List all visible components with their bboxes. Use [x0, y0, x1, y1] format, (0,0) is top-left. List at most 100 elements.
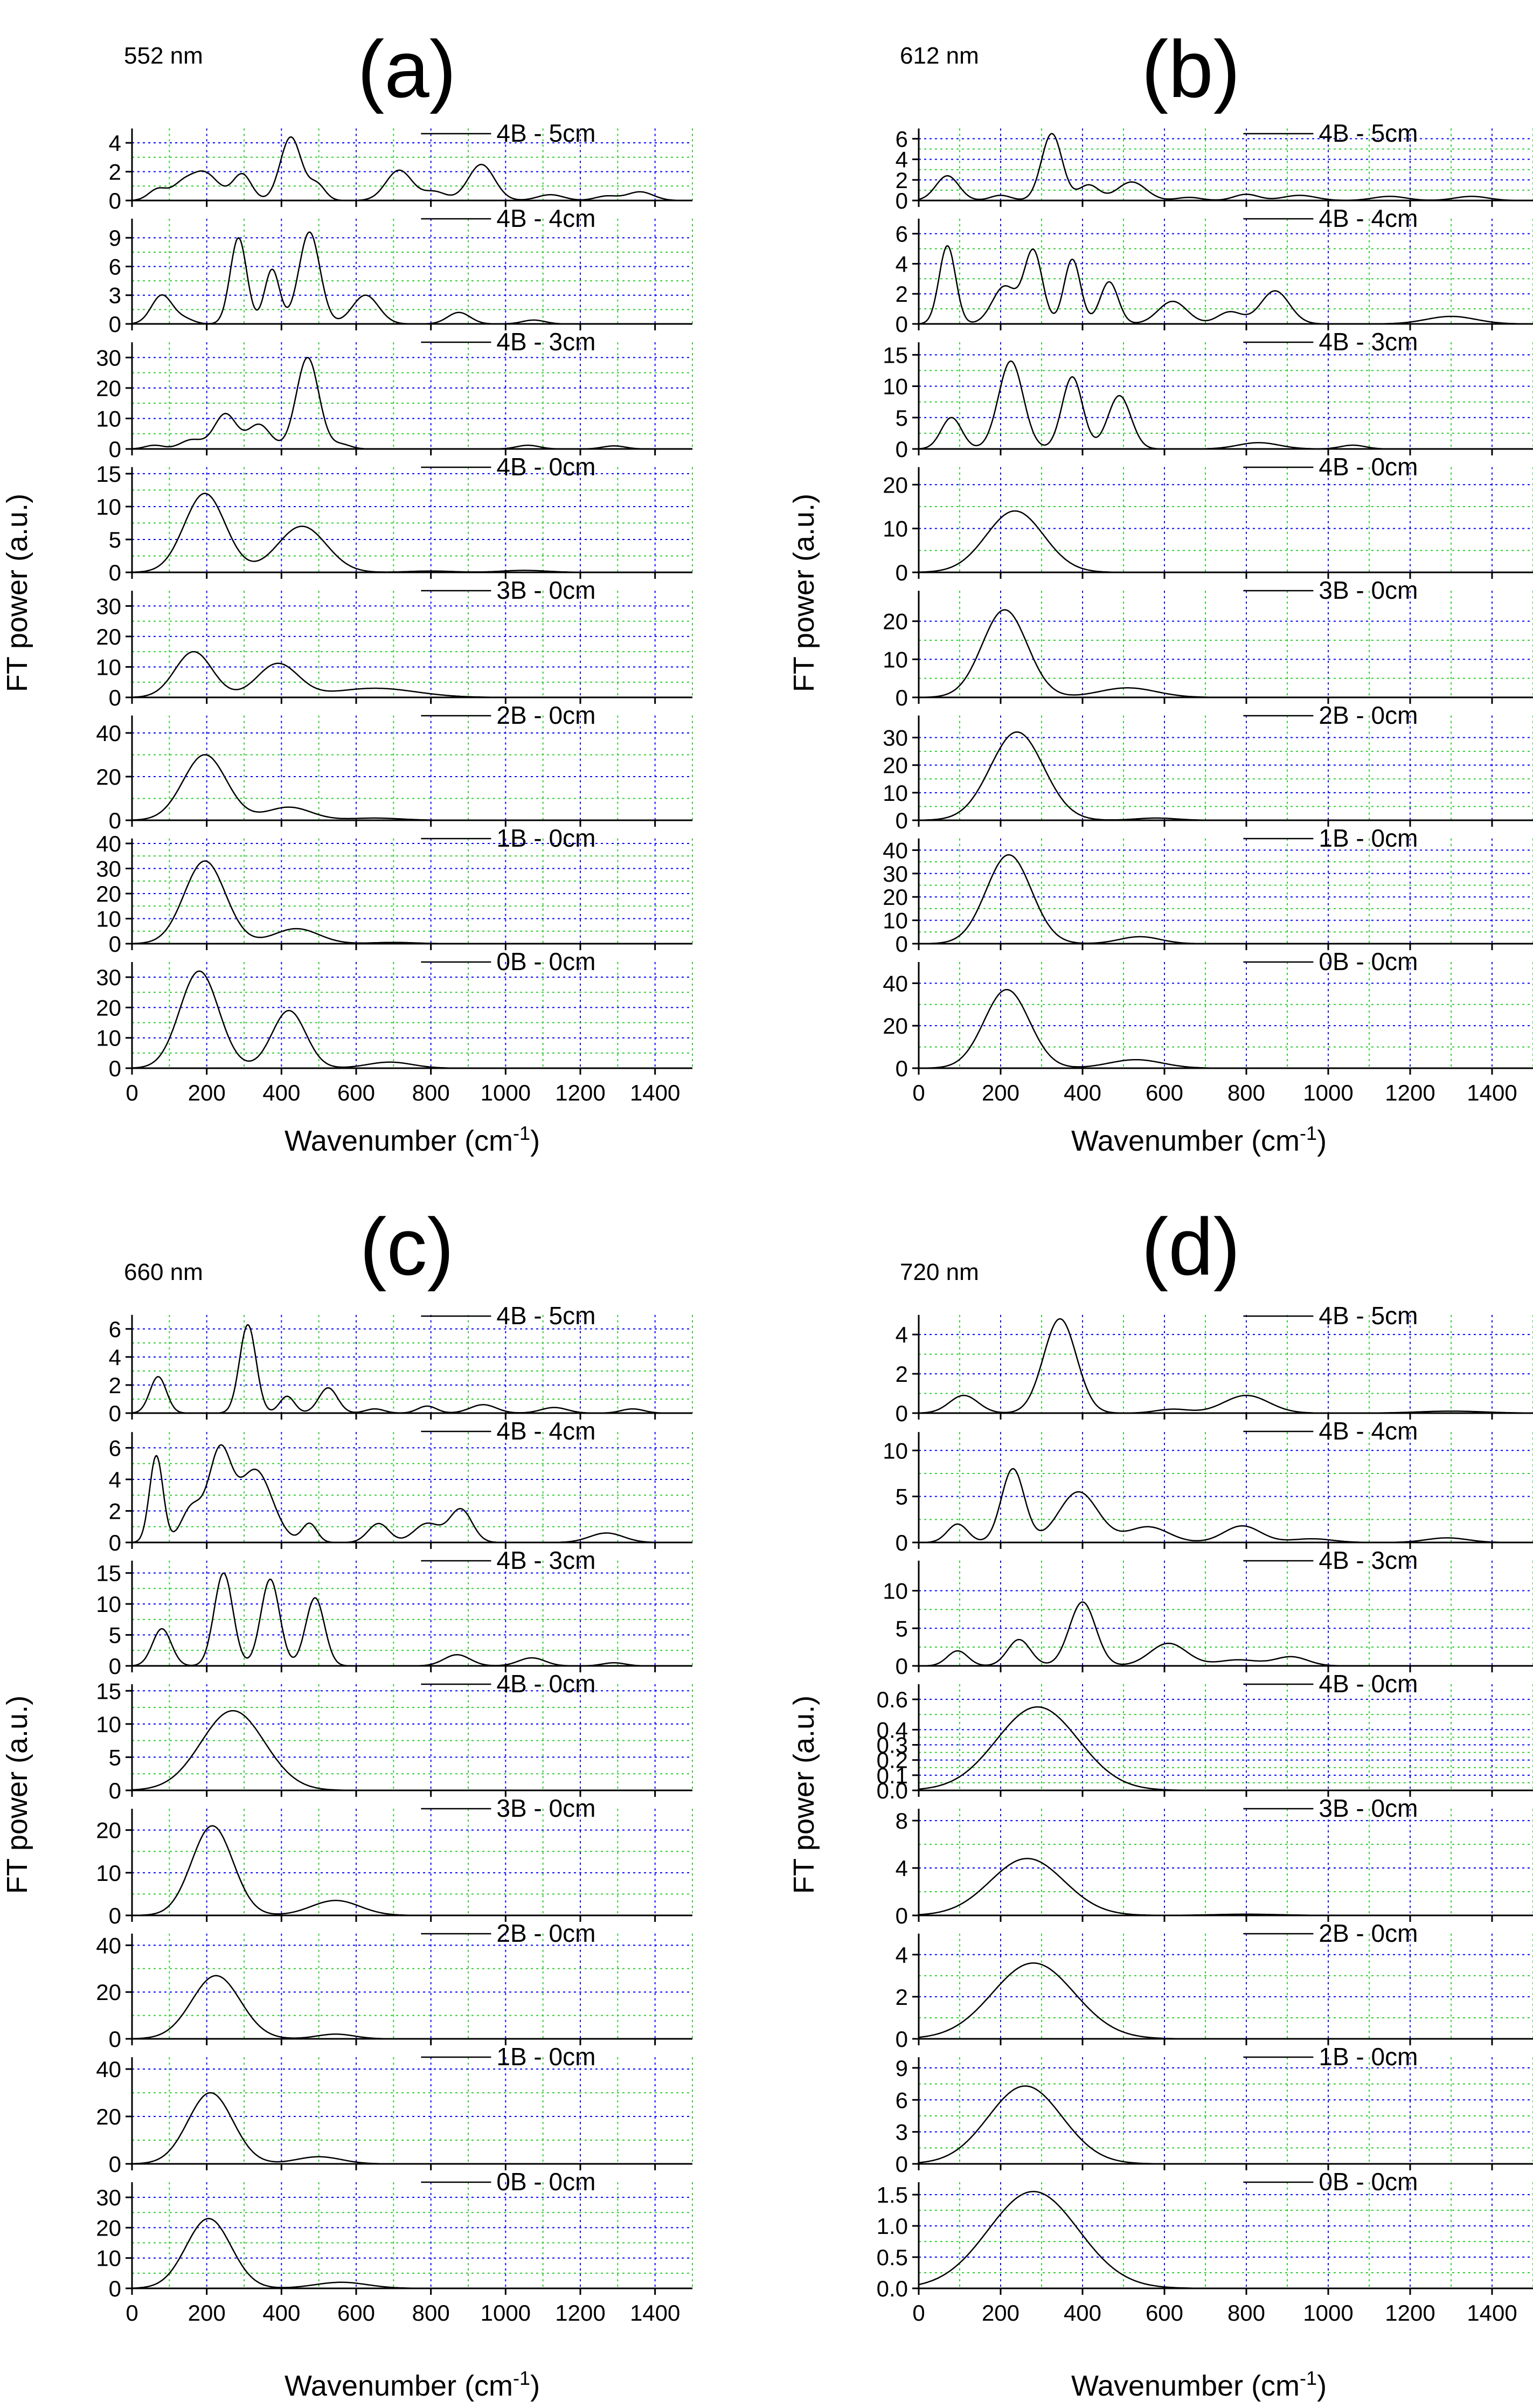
subplot: 0 2 4 6 4B - 5cm [109, 1302, 693, 1426]
legend-label: 4B - 3cm [496, 328, 595, 356]
series-line [132, 1825, 692, 1916]
x-tick-label: 1000 [481, 1080, 531, 1105]
legend-label: 4B - 5cm [496, 1302, 595, 1330]
y-tick-label: 30 [883, 861, 908, 887]
series-line [918, 360, 1533, 450]
x-tick-label: 0 [912, 1080, 925, 1105]
chart-panel: (c) 660 nm FT power (a.u.) Wavenumber (cm-1… [1, 1201, 693, 2403]
legend-label: 4B - 3cm [1319, 328, 1418, 356]
y-tick-label: 0.2 [877, 1748, 908, 1773]
y-tick-label: 20 [96, 624, 121, 649]
y-tick-label: 4 [896, 1942, 908, 1968]
y-tick-label: 10 [883, 1579, 908, 1604]
x-tick-label: 400 [1064, 2300, 1101, 2326]
panel-label: (b) [1141, 24, 1240, 114]
y-tick-label: 4 [109, 1345, 121, 1370]
y-tick-label: 0 [109, 1903, 121, 1928]
y-tick-label: 0 [896, 1530, 908, 1555]
subplot: 0 10 20 30 4B - 3cm [96, 328, 693, 462]
legend-label: 2B - 0cm [1319, 701, 1418, 729]
x-tick-label: 1200 [1385, 1080, 1435, 1105]
series-line [918, 510, 1533, 573]
x-tick-label: 1000 [481, 2300, 531, 2326]
x-tick-label: 200 [982, 2300, 1019, 2326]
y-tick-label: 40 [883, 971, 908, 996]
series-line [131, 1572, 692, 1667]
x-tick-label: 800 [412, 2300, 450, 2326]
x-tick-label: 600 [337, 1080, 375, 1105]
y-tick-label: 0 [896, 312, 908, 337]
legend-label: 1B - 0cm [496, 2043, 595, 2071]
legend-label: 0B - 0cm [1319, 2168, 1418, 2196]
x-axis-label: Wavenumber (cm-1) [285, 1122, 540, 1158]
y-tick-label: 30 [96, 965, 121, 990]
y-axis-label: FT power (a.u.) [1, 494, 33, 692]
y-tick-label: 4 [896, 1856, 908, 1881]
y-tick-label: 20 [96, 376, 121, 401]
legend-label: 2B - 0cm [1319, 1919, 1418, 1947]
y-tick-label: 20 [883, 884, 908, 910]
y-tick-label: 10 [883, 647, 908, 672]
series-line [918, 1706, 1533, 1791]
subplot: 0 5 10 4B - 3cm [883, 1546, 1533, 1679]
x-tick-label: 1200 [555, 1080, 605, 1105]
y-tick-label: 0.1 [877, 1763, 908, 1788]
chart-panel: (a) 552 nm FT power (a.u.) Wavenumber (cm-1… [1, 24, 693, 1158]
subplot: 0 10 20 3B - 0cm [883, 576, 1533, 710]
y-tick-label: 2 [896, 281, 908, 307]
subplot: 0 10 20 3B - 0cm [96, 1794, 693, 1928]
series-line [131, 1444, 692, 1544]
series-line [919, 854, 1533, 945]
subplot: 0.0 0.5 1.0 1.5 0 200 400 600 800 1000 1200 1400 0B … [877, 2168, 1533, 2326]
y-tick-label: 20 [96, 2215, 121, 2240]
x-axis-label: Wavenumber (cm-1) [285, 2367, 540, 2403]
legend-label: 3B - 0cm [1319, 1794, 1418, 1822]
x-tick-label: 200 [188, 2300, 226, 2326]
y-tick-label: 2 [109, 1373, 121, 1398]
y-tick-label: 30 [96, 2185, 121, 2210]
x-axis-label-close: ) [1317, 2370, 1327, 2402]
x-tick-label: 0 [126, 1080, 138, 1105]
y-tick-label: 0 [109, 2151, 121, 2177]
series-line [918, 1318, 1533, 1414]
y-tick-label: 4 [896, 251, 908, 276]
legend-label: 1B - 0cm [1319, 2043, 1418, 2071]
series-line [918, 1962, 1533, 2040]
chart-panel: (d) 720 nm FT power (a.u.) Wavenumber (cm-1… [788, 1201, 1533, 2402]
y-tick-label: 0 [109, 1653, 121, 1679]
subplot: 0 10 20 30 0 200 400 600 800 1000 1200 1400 0B - 0cm [96, 947, 693, 1105]
series-line [918, 1858, 1533, 1916]
y-axis-label: FT power (a.u.) [788, 494, 820, 692]
subplot: 0 10 20 4B - 0cm [883, 453, 1533, 585]
y-tick-label: 4 [896, 1322, 908, 1347]
y-tick-label: 40 [96, 1933, 121, 1958]
x-tick-label: 1400 [630, 2300, 680, 2326]
series-line [919, 731, 1533, 821]
legend-label: 4B - 5cm [496, 119, 595, 147]
legend-label: 4B - 0cm [1319, 453, 1418, 481]
panel-label: (c) [360, 1201, 454, 1292]
y-tick-label: 10 [883, 780, 908, 806]
y-tick-label: 40 [883, 838, 908, 863]
x-tick-label: 600 [337, 2300, 375, 2326]
series-line [131, 357, 692, 450]
x-tick-label: 400 [262, 2300, 300, 2326]
legend-label: 2B - 0cm [496, 701, 595, 729]
y-tick-label: 0 [896, 1401, 908, 1426]
y-tick-label: 0.6 [877, 1687, 908, 1712]
y-tick-label: 2 [109, 160, 121, 185]
y-tick-label: 0 [109, 2276, 121, 2301]
wavelength-label: 612 nm [900, 43, 979, 69]
x-axis-label-main: Wavenumber (cm [1071, 2370, 1300, 2402]
y-tick-label: 6 [896, 2087, 908, 2113]
y-tick-label: 0 [109, 685, 121, 710]
x-tick-label: 400 [262, 1080, 300, 1105]
x-tick-label: 1400 [630, 1080, 680, 1105]
legend-label: 4B - 0cm [496, 453, 595, 481]
y-tick-label: 1.5 [877, 2182, 908, 2208]
legend-label: 0B - 0cm [496, 2168, 595, 2196]
legend-label: 4B - 5cm [1319, 119, 1418, 147]
y-tick-label: 0 [109, 312, 121, 337]
x-axis-label-sup: -1 [513, 1122, 530, 1144]
